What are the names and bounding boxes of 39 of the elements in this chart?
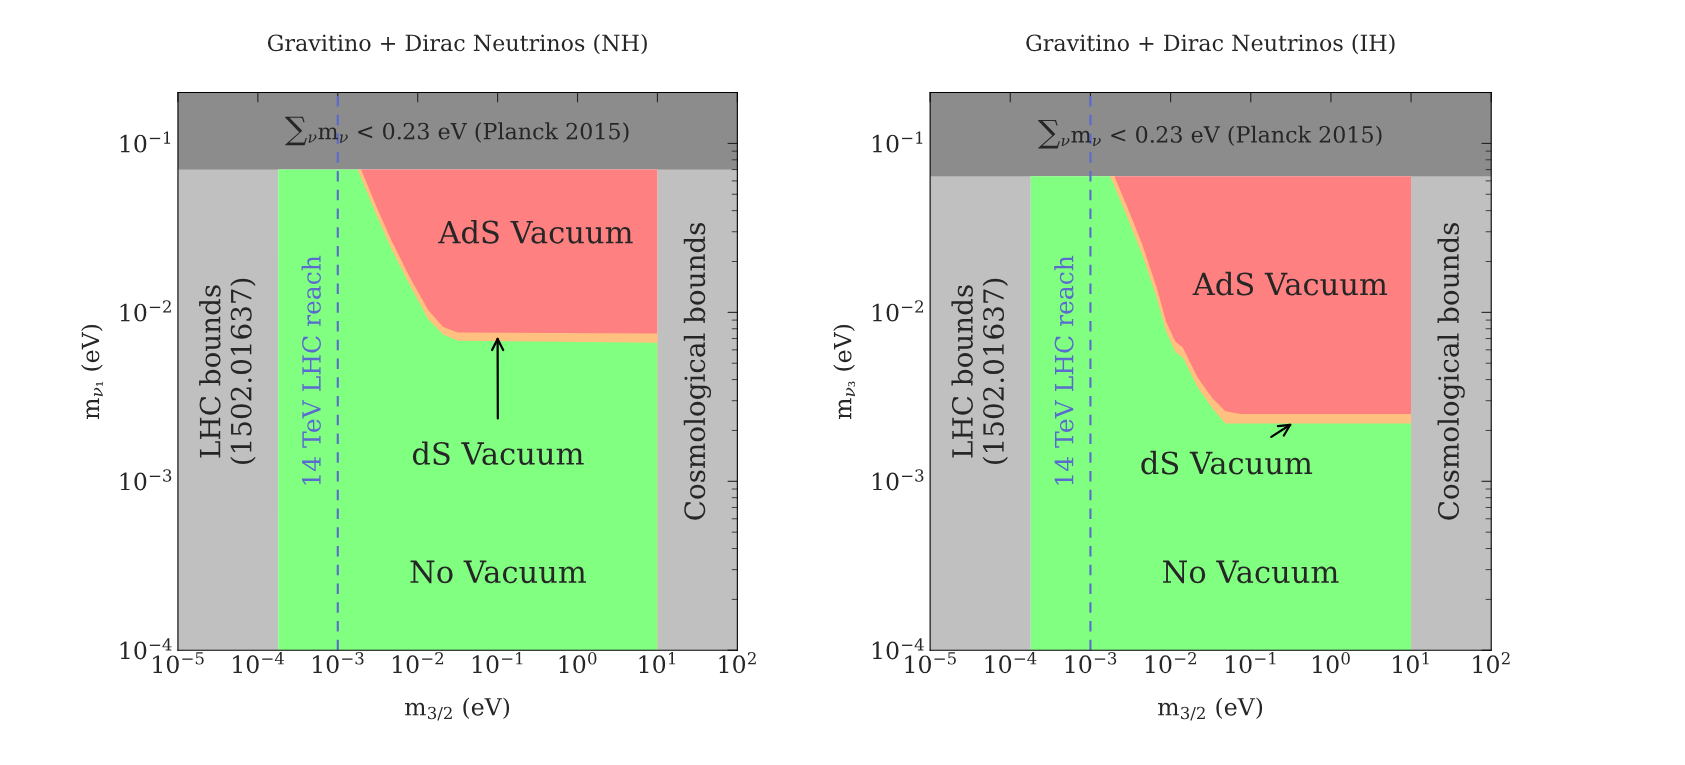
x-tick-label: 10$^{−4}$ — [985, 652, 1037, 674]
x-tick-label: 10$^{−3}$ — [313, 652, 364, 674]
x-tick-label: 10$^{1}$ — [1393, 652, 1429, 674]
chart-title: Gravitino + Dirac Neutrinos (NH) — [267, 34, 647, 55]
x-axis-title: m$_{3/2}$ (eV) — [1158, 697, 1263, 721]
x-tick-label: 10$^{−3}$ — [1065, 652, 1117, 674]
annotation: No Vacuum — [1163, 560, 1339, 584]
y-tick-label: 10$^{−2}$ — [120, 300, 171, 322]
band-label: Cosmological bounds — [1437, 222, 1465, 520]
band-label: Cosmological bounds — [683, 222, 712, 520]
annotation: dS Vacuum — [1141, 450, 1313, 475]
annotation: AdS Vacuum — [438, 219, 633, 244]
x-tick-label: 10$^{2}$ — [1473, 652, 1510, 674]
band-label: ∑$_{ν}$m$_{ν}$ < 0.23 eV (Planck 2015) — [285, 116, 629, 146]
x-tick-label: 10$^{−1}$ — [472, 652, 523, 674]
annotation: AdS Vacuum — [1192, 271, 1388, 296]
y-tick-label: 10$^{−2}$ — [872, 300, 924, 322]
x-tick-label: 10$^{−1}$ — [1226, 652, 1276, 674]
x-tick-label: 10$^{−2}$ — [1145, 652, 1196, 674]
annotation: dS Vacuum — [412, 441, 584, 466]
x-tick-label: 10$^{2}$ — [719, 652, 756, 674]
annotation: No Vacuum — [410, 560, 586, 584]
x-tick-label: 10$^{0}$ — [1313, 652, 1350, 674]
y-axis-title: m$_{ν₃}$ (eV) — [833, 324, 856, 420]
y-tick-label: 10$^{−3}$ — [120, 469, 172, 491]
band-label: LHC bounds (1502.01637) — [951, 278, 1008, 464]
x-tick-label: 10$^{1}$ — [639, 652, 676, 674]
x-tick-label: 10$^{−4}$ — [233, 652, 285, 674]
ref-line-label: 14 TeV LHC reach — [1054, 255, 1074, 485]
x-axis-title: m$_{3/2}$ (eV) — [405, 697, 510, 721]
ref-line-label: 14 TeV LHC reach — [301, 255, 321, 485]
chart-title: Gravitino + Dirac Neutrinos (IH) — [1026, 34, 1395, 55]
y-tick-label: 10$^{−1}$ — [120, 131, 171, 153]
x-tick-label: 10$^{−2}$ — [392, 652, 444, 674]
y-tick-label: 10$^{−1}$ — [872, 131, 923, 153]
y-tick-label: 10$^{−3}$ — [872, 469, 924, 491]
band-label: LHC bounds (1502.01637) — [199, 278, 256, 464]
y-axis-title: m$_{ν₁}$ (eV) — [81, 324, 103, 420]
x-tick-label: 10$^{0}$ — [559, 652, 597, 674]
